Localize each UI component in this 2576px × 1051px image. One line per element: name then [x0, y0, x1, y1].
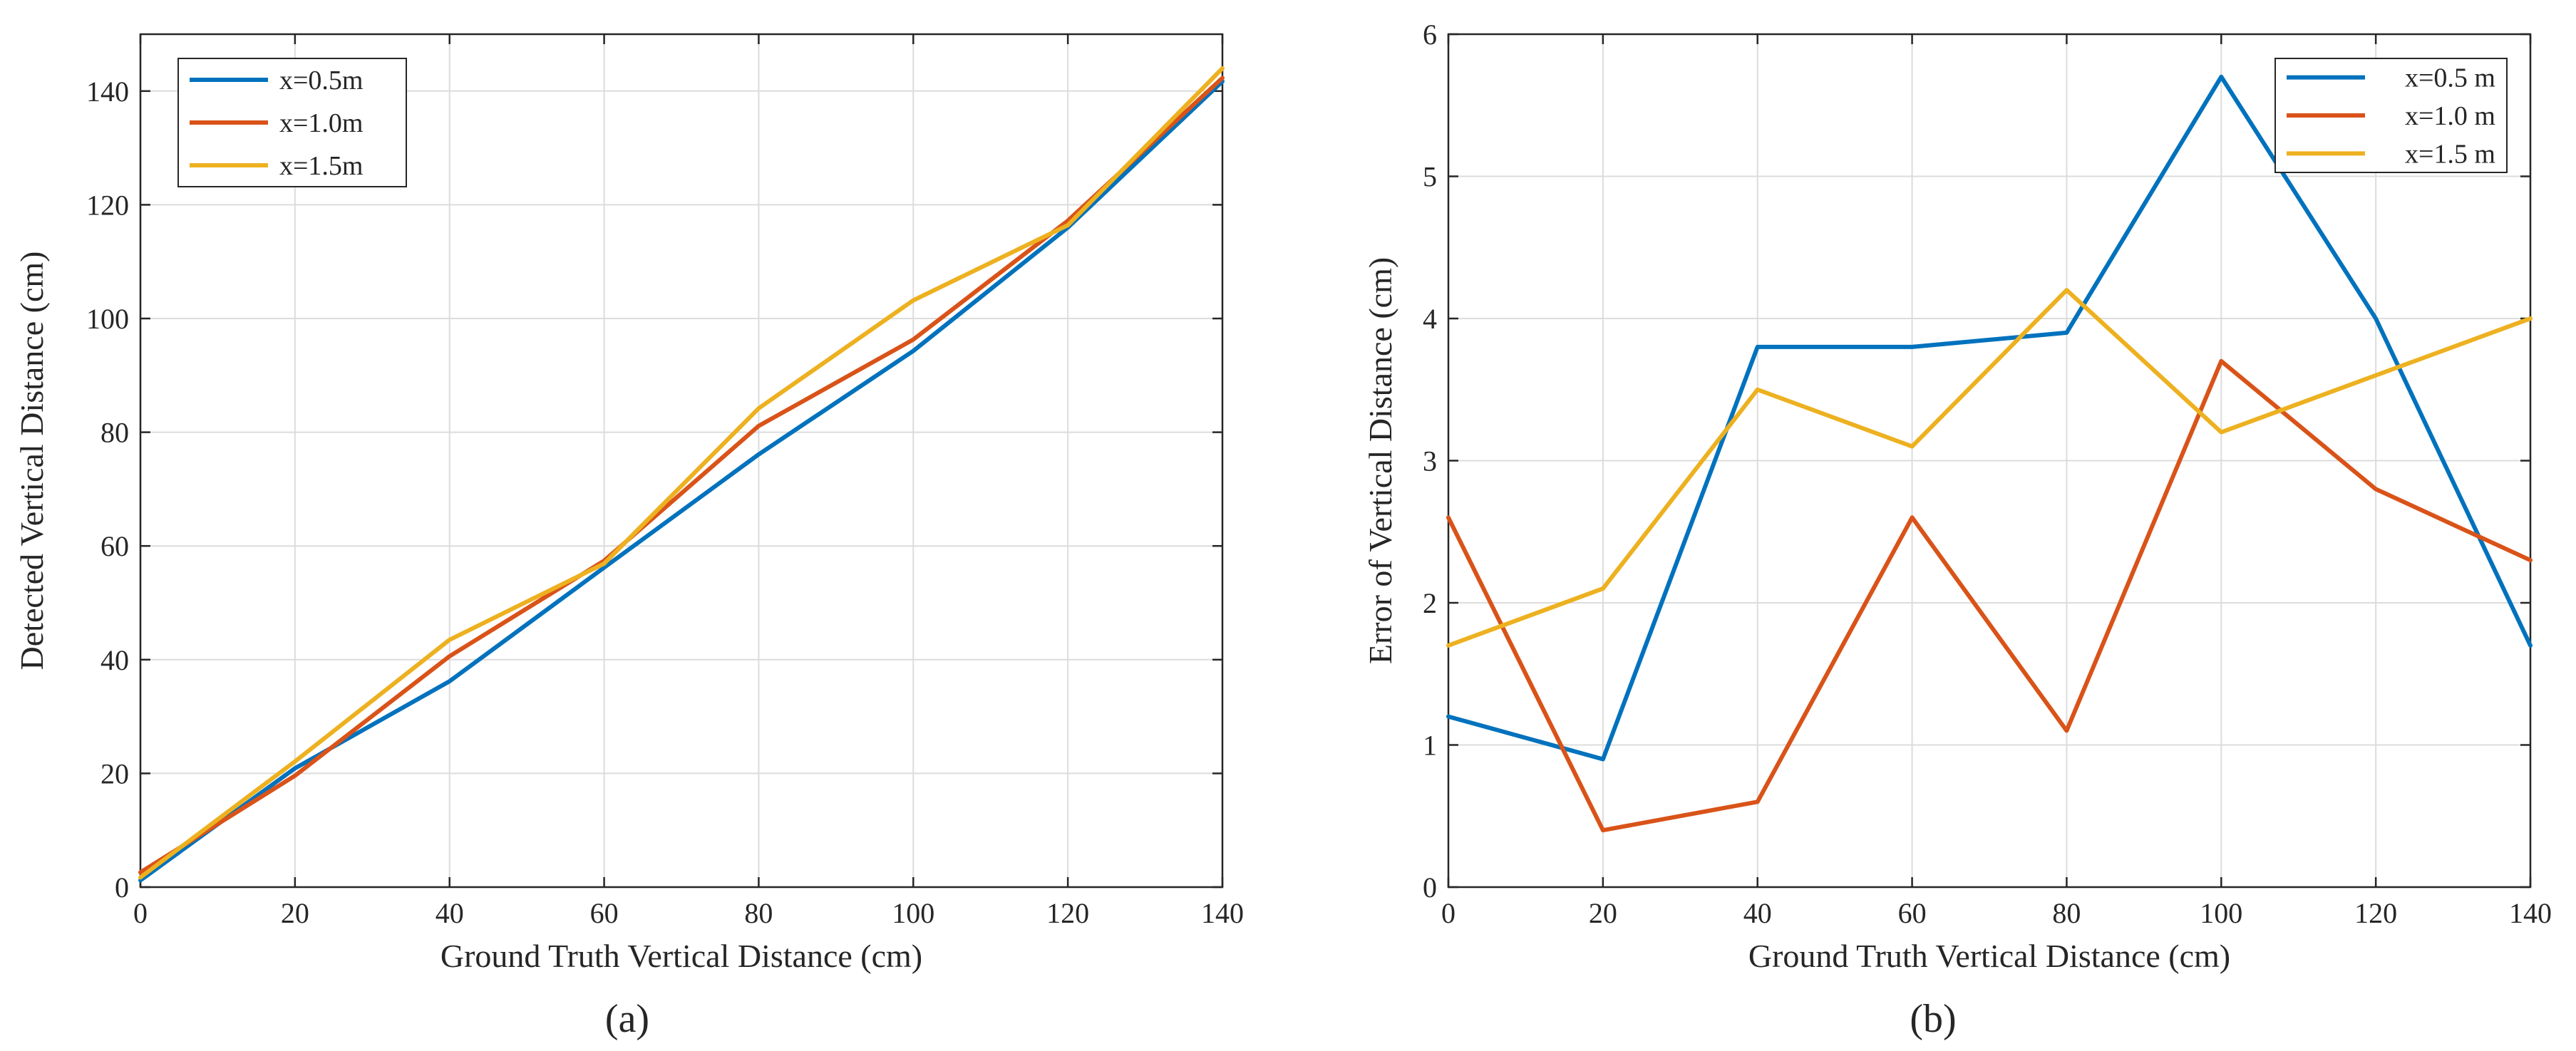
x-tick-label: 60: [590, 897, 619, 929]
y-tick-label: 6: [1423, 19, 1437, 51]
y-tick-label: 2: [1423, 587, 1437, 619]
x-axis-label: Ground Truth Vertical Distance (cm): [441, 938, 922, 974]
y-tick-label: 0: [1423, 871, 1437, 904]
y-tick-label: 40: [101, 644, 129, 676]
x-tick-label: 100: [2200, 897, 2242, 929]
x-tick-label: 120: [2354, 897, 2397, 929]
y-tick-label: 100: [86, 303, 129, 335]
legend-label-3: x=1.5 m: [2405, 139, 2495, 169]
x-tick-label: 0: [1441, 897, 1456, 929]
legend-label-2: x=1.0 m: [2405, 101, 2495, 131]
axes-box: [139, 33, 1224, 889]
legend-label-2: x=1.0m: [279, 108, 364, 138]
x-tick-label: 100: [892, 897, 934, 929]
panel-caption: (b): [1910, 997, 1956, 1041]
x-tick-label: 60: [1898, 897, 1927, 929]
y-axis-label: Error of Vertical Distance (cm): [1362, 257, 1398, 664]
x-tick-label: 80: [2052, 897, 2081, 929]
panel-caption: (a): [605, 997, 649, 1041]
legend: x=0.5 m x=1.0 m x=1.5 m: [2274, 58, 2508, 173]
x-tick-label: 0: [133, 897, 148, 929]
y-tick-label: 1: [1423, 730, 1437, 762]
series-line-2: [1446, 358, 2533, 833]
series-line-2: [138, 76, 1225, 875]
x-tick-label: 80: [744, 897, 773, 929]
chart-panel-a: 0 20 40 60 80 100 120 140 0 20 40 60 80 100 120 140 Grou…: [14, 33, 1244, 1041]
series-line-1: [1446, 74, 2533, 762]
series-line-3: [138, 66, 1225, 880]
legend-label-3: x=1.5m: [279, 151, 364, 181]
y-axis-label: Detected Vertical Distance (cm): [14, 252, 50, 671]
x-tick-label: 40: [1743, 897, 1772, 929]
y-tick-label: 60: [101, 530, 129, 562]
y-tick-label: 120: [86, 189, 129, 221]
x-tick-label: 20: [1589, 897, 1617, 929]
series-line-3: [1446, 288, 2533, 648]
y-tick-label: 3: [1423, 445, 1437, 477]
x-tick-label: 140: [2509, 897, 2552, 929]
chart-panel-b: 0 20 40 60 80 100 120 140 0 1 2 3 4 5 6 Ground Truth Ve…: [1362, 19, 2552, 1041]
legend-label-1: x=0.5m: [279, 66, 364, 95]
x-axis-label: Ground Truth Vertical Distance (cm): [1748, 938, 2230, 974]
y-tick-label: 5: [1423, 161, 1437, 193]
y-tick-label: 80: [101, 417, 129, 449]
legend: x=0.5m x=1.0m x=1.5m: [177, 58, 407, 187]
y-tick-label: 20: [101, 757, 129, 789]
y-tick-label: 4: [1423, 303, 1437, 335]
y-tick-label: 0: [115, 871, 129, 904]
y-tick-label: 140: [86, 76, 129, 108]
x-tick-label: 40: [436, 897, 464, 929]
x-tick-label: 140: [1201, 897, 1244, 929]
x-tick-label: 120: [1046, 897, 1089, 929]
legend-label-1: x=0.5 m: [2405, 63, 2495, 93]
x-tick-label: 20: [281, 897, 309, 929]
